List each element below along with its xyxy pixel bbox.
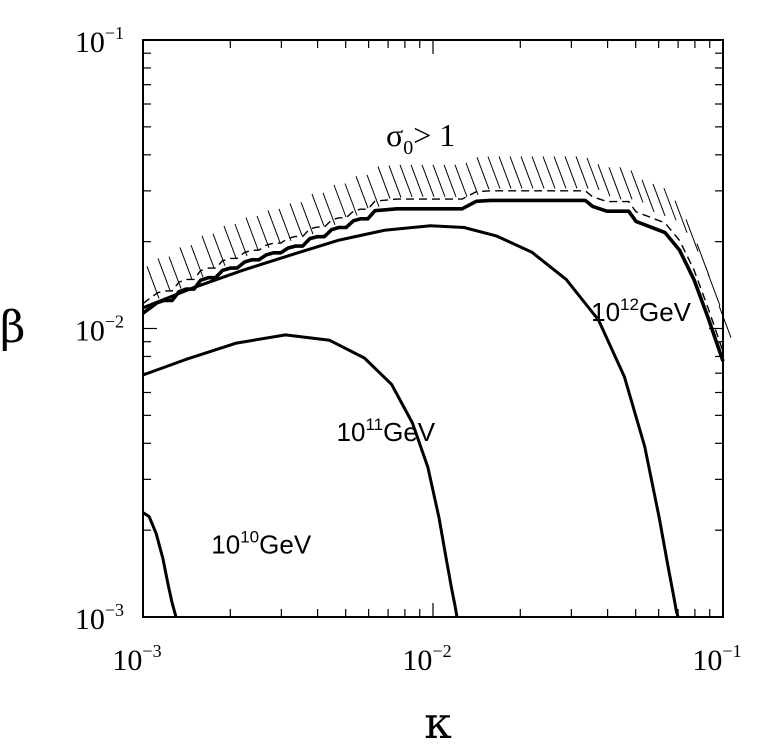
hatch-line bbox=[333, 184, 347, 218]
y-tick-label-exponent: −1 bbox=[105, 23, 124, 43]
hatch-line bbox=[564, 156, 578, 189]
hatch-line bbox=[157, 258, 171, 291]
y-tick-label-base: 10 bbox=[75, 315, 105, 348]
curve-label-unit: GeV bbox=[639, 297, 692, 327]
hatch-line bbox=[234, 223, 248, 257]
hatch-line bbox=[718, 305, 732, 338]
hatch-line bbox=[201, 235, 215, 269]
series-curve-3 bbox=[142, 224, 680, 618]
hatch-line bbox=[432, 164, 446, 198]
hatch-line bbox=[597, 164, 611, 197]
hatch-line bbox=[487, 156, 501, 189]
hatch-line bbox=[322, 192, 336, 225]
hatch-line bbox=[542, 156, 556, 189]
hatch-line bbox=[553, 156, 567, 189]
hatch-line bbox=[443, 164, 457, 198]
hatch-line bbox=[344, 183, 358, 216]
hatch-line bbox=[619, 167, 633, 200]
hatch-line bbox=[685, 219, 699, 252]
region-label-rest: > 1 bbox=[413, 117, 455, 153]
y-tick-label-base: 10 bbox=[75, 26, 105, 59]
curve-label-exponent: 12 bbox=[620, 295, 639, 314]
x-tick-label: 10−2 bbox=[402, 641, 451, 677]
curve-label-unit: GeV bbox=[259, 529, 312, 559]
hatch-line bbox=[410, 164, 424, 198]
curve-label-exponent: 10 bbox=[240, 527, 259, 546]
curve-label-base: 10 bbox=[337, 417, 366, 447]
x-axis-title: κ bbox=[424, 698, 452, 749]
hatch-line bbox=[476, 157, 490, 190]
hatch-line bbox=[388, 165, 402, 198]
y-tick-label: 10−3 bbox=[75, 600, 124, 636]
y-axis-title: β bbox=[0, 302, 25, 353]
tick-labels: 10−3 10−2 10−110−310−210−1 bbox=[75, 23, 742, 677]
x-tick-label-exponent: −3 bbox=[142, 641, 161, 661]
hatch-line bbox=[300, 201, 314, 235]
region-label-symbol: σ bbox=[386, 117, 403, 153]
y-tick-label-base: 10 bbox=[75, 603, 105, 636]
plot-frame bbox=[142, 39, 724, 618]
hatch-line bbox=[652, 183, 666, 217]
region-label: σ0> 1 bbox=[386, 117, 455, 159]
hatch-line bbox=[421, 164, 435, 198]
series-curve-1 bbox=[142, 511, 178, 618]
hatch-line bbox=[454, 164, 468, 198]
hatch-line bbox=[696, 243, 710, 276]
x-tick-label-exponent: −1 bbox=[722, 641, 741, 661]
hatch-line bbox=[267, 210, 281, 243]
hatch-line bbox=[674, 200, 688, 233]
hatch-line bbox=[311, 193, 325, 227]
curve-label-unit: GeV bbox=[383, 417, 436, 447]
hatch-line bbox=[168, 256, 182, 289]
hatch-line bbox=[377, 166, 391, 199]
curve-label-1: 1010GeV bbox=[211, 527, 312, 559]
hatch-line bbox=[278, 208, 292, 242]
hatch-line bbox=[223, 225, 237, 259]
hatch-line bbox=[707, 273, 721, 306]
y-tick-label-exponent: −3 bbox=[105, 600, 124, 620]
x-tick-label-base: 10 bbox=[402, 644, 432, 677]
hatch-line bbox=[355, 175, 369, 209]
y-tick-label: 10−1 bbox=[75, 23, 124, 59]
curve-label-2: 1011GeV bbox=[337, 415, 436, 447]
y-tick-label-exponent: −2 bbox=[105, 312, 124, 332]
hatch-line bbox=[399, 164, 413, 198]
x-tick-label-base: 10 bbox=[692, 644, 722, 677]
x-tick-label-exponent: −2 bbox=[432, 641, 451, 661]
curve-label-base: 10 bbox=[211, 529, 240, 559]
series-group bbox=[141, 198, 725, 618]
x-tick-label: 10−1 bbox=[692, 641, 741, 677]
hatch-line bbox=[256, 215, 270, 249]
hatch-line bbox=[289, 203, 303, 236]
curve-label-3: 1012GeV bbox=[591, 295, 692, 327]
hatch-line bbox=[179, 247, 193, 280]
hatch-line bbox=[190, 244, 204, 278]
hatch-line bbox=[465, 162, 479, 195]
x-tick-label: 10−3 bbox=[112, 641, 161, 677]
hatch-line bbox=[630, 170, 644, 203]
hatch-line bbox=[509, 156, 523, 189]
boundary-dashed-curve bbox=[142, 190, 724, 352]
y-tick-label: 10−2 bbox=[75, 312, 124, 348]
hatch-line bbox=[663, 188, 677, 221]
hatch-line bbox=[245, 217, 259, 250]
hatch-line bbox=[575, 156, 589, 189]
hatch-line bbox=[498, 156, 512, 189]
hatch-line bbox=[641, 179, 655, 212]
hatch-line bbox=[520, 156, 534, 189]
hatch-line bbox=[586, 157, 600, 191]
hatch-line bbox=[531, 156, 545, 189]
curve-label-base: 10 bbox=[591, 297, 620, 327]
curve-label-exponent: 11 bbox=[365, 415, 383, 434]
excluded-region-hatching bbox=[146, 156, 732, 338]
hatch-line bbox=[366, 174, 380, 208]
series-curve-4 bbox=[141, 198, 725, 362]
x-tick-label-base: 10 bbox=[112, 644, 142, 677]
region-label-subscript: 0 bbox=[403, 137, 413, 159]
series-curve-2 bbox=[142, 333, 459, 618]
hatch-line bbox=[608, 167, 622, 200]
